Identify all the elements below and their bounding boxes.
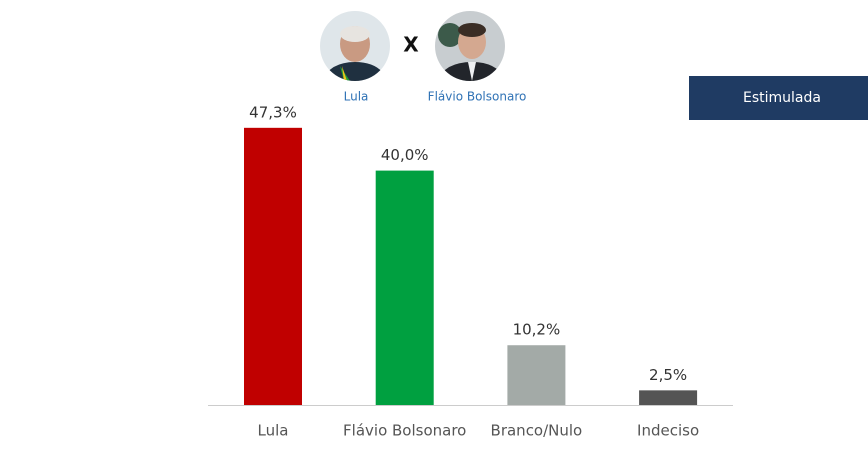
x-tick-label: Lula <box>258 422 289 440</box>
value-label: 2,5% <box>649 366 687 384</box>
button-bg[interactable] <box>689 76 868 120</box>
button-label[interactable]: Estimulada <box>743 90 821 106</box>
x-tick-label: Indeciso <box>637 422 699 440</box>
candidate-name: Lula <box>344 90 369 104</box>
photo-flavio <box>435 11 505 81</box>
value-label: 47,3% <box>249 103 297 121</box>
x-tick-label: Flávio Bolsonaro <box>343 422 466 440</box>
bar <box>375 170 434 405</box>
bar <box>639 390 698 405</box>
value-label: 40,0% <box>381 146 429 164</box>
bar <box>507 345 566 405</box>
x-tick-label: Branco/Nulo <box>491 422 583 440</box>
bar <box>244 127 302 406</box>
value-label: 10,2% <box>513 321 561 339</box>
versus: X <box>403 33 419 57</box>
photo-lula <box>320 11 390 81</box>
candidate-name: Flávio Bolsonaro <box>428 90 527 104</box>
